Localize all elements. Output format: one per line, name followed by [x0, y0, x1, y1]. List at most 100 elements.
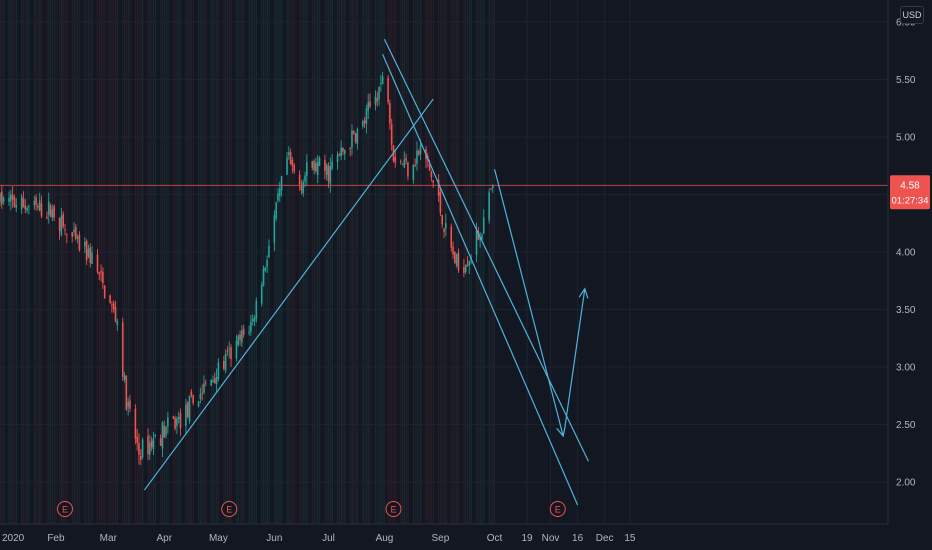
candle-body: [313, 160, 315, 171]
session-bar: [230, 0, 232, 524]
session-bar: [425, 0, 427, 524]
time-tick-label: 2020: [2, 533, 25, 544]
session-bar: [33, 0, 35, 524]
candle-body: [217, 362, 220, 379]
candle-body: [343, 150, 346, 154]
session-bar: [24, 0, 26, 524]
candle-body: [316, 162, 319, 176]
candle-body: [376, 98, 379, 102]
candle-body: [177, 416, 180, 420]
candle-body: [8, 197, 10, 202]
session-bar: [254, 0, 256, 524]
candle-body: [289, 151, 292, 165]
candle-body: [419, 144, 422, 154]
candle-body: [428, 164, 431, 171]
earnings-circle: [385, 501, 402, 517]
candle-body: [102, 271, 104, 284]
session-bar: [127, 0, 129, 524]
candle-body: [439, 192, 442, 213]
session-bar: [255, 0, 258, 524]
candle-body: [475, 230, 478, 255]
candle-body: [365, 108, 368, 125]
session-bar: [180, 0, 182, 524]
candle-body: [401, 163, 404, 165]
candle-body: [38, 200, 41, 211]
session-bar: [172, 0, 174, 524]
session-bar: [355, 0, 357, 524]
session-bar: [14, 0, 16, 524]
candle-body: [273, 215, 276, 243]
candle-body: [235, 340, 238, 359]
session-bar: [134, 0, 137, 524]
session-bar: [225, 0, 227, 524]
session-bar: [382, 0, 384, 524]
earnings-circle: [549, 501, 566, 517]
candle-body: [203, 383, 205, 393]
candle-body: [482, 217, 485, 234]
price-tick-label: 3.50: [896, 305, 916, 316]
candle-body: [340, 147, 342, 157]
session-bar: [149, 0, 151, 524]
session-bar: [48, 0, 50, 524]
session-bar: [176, 0, 178, 524]
time-axis-ticks: 2020 Feb Mar Apr May Jun Jul Aug Sep Oct 19 Nov 16 De…: [2, 533, 636, 544]
candle-body: [450, 226, 453, 248]
candle-body: [10, 194, 12, 202]
trendlines[interactable]: [143, 38, 589, 506]
trendline: [383, 38, 589, 462]
session-bar: [1, 0, 3, 524]
candle-body: [176, 418, 178, 427]
candle-body: [123, 375, 126, 381]
session-bar: [124, 0, 126, 524]
candle-body: [197, 401, 200, 407]
candle-body: [248, 332, 250, 334]
session-bar: [227, 0, 229, 524]
session-bar: [66, 0, 68, 524]
currency-button[interactable]: USD: [900, 6, 924, 24]
candle-body: [352, 130, 355, 134]
candle-body: [264, 267, 267, 271]
candle-body: [293, 165, 296, 172]
session-bar: [185, 0, 187, 524]
earnings-marker[interactable]: E: [549, 501, 566, 517]
candle-body: [174, 417, 176, 429]
earnings-marker[interactable]: E: [221, 501, 238, 517]
candle-body: [302, 182, 305, 194]
session-bar: [324, 0, 326, 524]
session-bar: [212, 0, 214, 524]
candle-body: [35, 197, 37, 205]
candle-body: [464, 265, 467, 272]
session-bar: [198, 0, 200, 524]
session-bar: [151, 0, 153, 524]
session-bar: [122, 0, 124, 524]
earnings-marker[interactable]: E: [385, 501, 402, 517]
time-tick-label: May: [209, 533, 228, 544]
candle-body: [481, 234, 483, 240]
candle-body: [58, 217, 61, 231]
session-bar: [237, 0, 239, 524]
price-axis[interactable]: [888, 0, 932, 550]
earnings-circle: [56, 501, 73, 517]
session-bar: [264, 0, 267, 524]
time-axis[interactable]: [0, 524, 888, 550]
session-bar: [174, 0, 176, 524]
candle-body: [204, 382, 207, 384]
session-bar: [389, 0, 391, 524]
time-tick-label: Sep: [432, 533, 450, 544]
session-bar: [418, 0, 420, 524]
session-bar: [452, 0, 454, 524]
session-bar: [79, 0, 81, 524]
price-tick-label: 4.00: [896, 248, 916, 259]
session-bar: [400, 0, 402, 524]
candle-body: [367, 102, 370, 111]
session-bar: [189, 0, 191, 524]
session-bar: [429, 0, 431, 524]
candle-body: [125, 375, 128, 410]
candle-body: [399, 161, 402, 163]
session-bar: [23, 0, 25, 524]
candle-body: [24, 205, 27, 210]
session-bar: [12, 0, 14, 524]
earnings-marker[interactable]: E: [56, 501, 73, 517]
